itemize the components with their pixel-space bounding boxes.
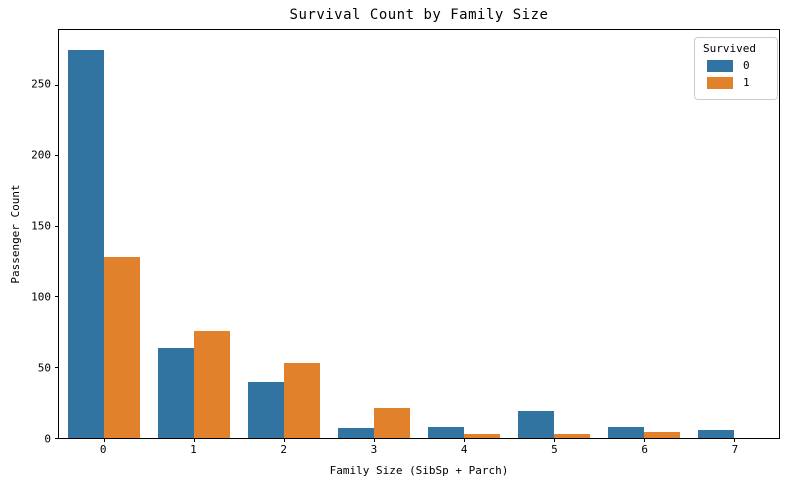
x-tick-mark (463, 438, 465, 442)
x-tick-mark (103, 438, 105, 442)
x-tick-mark (553, 438, 555, 442)
bar-survived-0-familysize-4 (428, 426, 464, 438)
x-tick-label: 4 (460, 443, 468, 456)
x-tick-label: 1 (190, 443, 197, 456)
y-tick-mark (55, 84, 59, 86)
x-tick-label: 5 (551, 443, 558, 456)
y-tick-label: 100 (31, 290, 51, 304)
bar-survived-0-familysize-1 (158, 347, 194, 438)
legend-entry-label: 1 (743, 76, 750, 89)
x-axis-label: Family Size (SibSp + Parch) (329, 464, 509, 477)
y-tick-label: 0 (44, 432, 51, 446)
y-tick-label: 250 (31, 77, 51, 91)
x-tick-mark (283, 438, 285, 442)
y-tick-label: 150 (31, 219, 51, 233)
y-tick-mark (55, 155, 59, 157)
plot-area (55, 29, 780, 442)
bar-survived-0-familysize-3 (338, 428, 374, 438)
legend-entry-label: 0 (743, 59, 750, 72)
x-tick-mark (643, 438, 645, 442)
x-tick-mark (373, 438, 375, 442)
bar-survived-1-familysize-5 (554, 433, 590, 438)
bar-survived-1-familysize-6 (644, 432, 680, 438)
bar-survived-0-familysize-5 (518, 411, 554, 438)
y-tick-label: 200 (31, 148, 51, 162)
x-tick-mark (733, 438, 735, 442)
y-tick-label: 50 (37, 361, 51, 375)
x-tick-label: 3 (370, 443, 378, 456)
x-tick-label: 0 (99, 443, 107, 456)
bar-survived-1-familysize-1 (194, 330, 230, 438)
legend-swatch-survived-1 (707, 76, 733, 89)
bar-survived-1-familysize-4 (464, 433, 500, 438)
y-tick-mark (55, 366, 59, 368)
x-tick-label: 7 (731, 443, 739, 456)
y-tick-mark (55, 225, 59, 227)
bar-survived-1-familysize-3 (374, 408, 410, 438)
bar-survived-0-familysize-6 (608, 426, 644, 438)
bar-survived-1-familysize-2 (284, 363, 320, 438)
chart-title: Survival Count by Family Size (289, 7, 549, 23)
y-tick-mark (55, 296, 59, 298)
bar-survived-0-familysize-0 (68, 49, 104, 438)
x-tick-label: 2 (280, 443, 287, 456)
x-tick-label: 6 (641, 443, 648, 456)
y-tick-mark (55, 437, 59, 439)
legend-title: Survived (703, 42, 756, 55)
bar-survived-1-familysize-0 (104, 257, 140, 438)
legend-entry-1: 1 (707, 76, 769, 89)
legend-swatch-survived-0 (707, 59, 733, 72)
bar-survived-0-familysize-7 (698, 429, 734, 438)
x-tick-mark (193, 438, 195, 442)
legend-entry-0: 0 (707, 59, 769, 72)
bar-survived-0-familysize-2 (248, 381, 284, 438)
y-axis-label: Passenger Count (9, 184, 22, 284)
